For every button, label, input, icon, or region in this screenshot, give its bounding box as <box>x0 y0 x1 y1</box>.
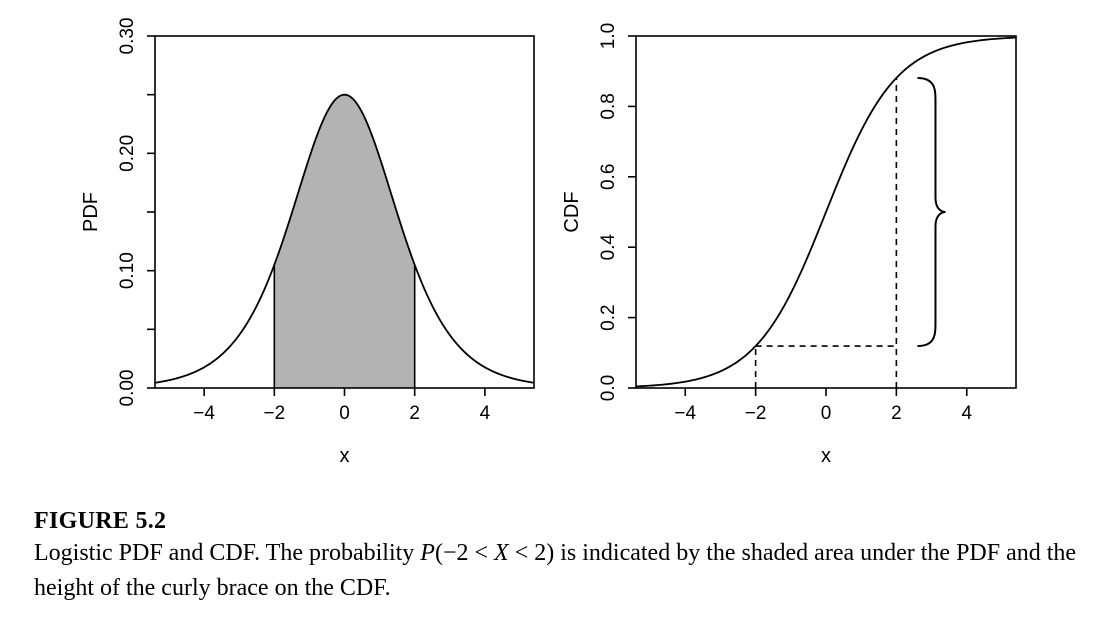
cdf-y-tick-label: 0.2 <box>598 304 619 330</box>
figure-caption-label: FIGURE 5.2 <box>34 508 167 534</box>
pdf-y-tick-label: 0.10 <box>117 252 138 289</box>
pdf-y-axis: 0.00 0.10 0.20 0.30 <box>117 18 155 407</box>
cdf-x-tick-label: −4 <box>674 403 696 424</box>
pdf-y-axis-label: PDF <box>80 192 102 232</box>
pdf-x-tick-label: −4 <box>193 403 215 424</box>
pdf-x-tick-label: 2 <box>409 403 420 424</box>
pdf-y-tick-label: 0.30 <box>117 18 138 55</box>
cdf-y-tick-label: 0.0 <box>598 375 619 401</box>
caption-text-part1: Logistic PDF and CDF. The probability <box>34 540 421 566</box>
cdf-curly-brace <box>917 76 946 348</box>
caption-math-x: X <box>494 540 509 566</box>
caption-math-open: (−2 < <box>434 540 495 566</box>
cdf-x-axis-label: x <box>821 445 831 467</box>
cdf-y-axis: 0.0 0.2 0.4 0.6 0.8 1.0 <box>598 23 636 401</box>
cdf-x-axis: −4 −2 0 2 4 <box>674 388 972 424</box>
cdf-panel: −4 −2 0 2 4 0.0 0.2 0.4 0.6 0.8 1.0 x CDF <box>561 23 1017 467</box>
pdf-x-tick-label: −2 <box>263 403 285 424</box>
caption-text-part2: is indicated by the shaded area under th… <box>34 540 1077 601</box>
pdf-x-axis: −4 −2 0 2 4 <box>193 388 491 424</box>
pdf-x-tick-label: 0 <box>339 403 350 424</box>
pdf-x-axis-label: x <box>340 445 350 467</box>
cdf-x-tick-label: 4 <box>961 403 972 424</box>
pdf-curve <box>154 93 535 384</box>
cdf-y-tick-label: 0.4 <box>598 234 619 261</box>
pdf-y-tick-label: 0.20 <box>117 135 138 172</box>
cdf-y-tick-label: 1.0 <box>598 23 619 49</box>
cdf-y-tick-label: 0.6 <box>598 164 619 190</box>
pdf-shaded-area <box>274 94 415 389</box>
pdf-x-tick-label: 4 <box>480 403 491 424</box>
cdf-x-tick-label: −2 <box>745 403 767 424</box>
figure-caption: FIGURE 5.2 Logistic PDF and CDF. The pro… <box>34 506 1094 606</box>
pdf-panel: −4 −2 0 2 4 0.00 0.10 0.20 0.30 x PDF <box>80 18 535 467</box>
pdf-y-tick-label: 0.00 <box>117 370 138 407</box>
cdf-curve <box>635 36 1017 388</box>
cdf-x-tick-label: 0 <box>821 403 832 424</box>
caption-math-close: < 2) <box>508 540 555 566</box>
cdf-x-tick-label: 2 <box>891 403 902 424</box>
caption-math-p: P <box>420 540 435 566</box>
figure-panels: −4 −2 0 2 4 0.00 0.10 0.20 0.30 x PDF −4 −2 0 2 4 0… <box>80 18 1017 467</box>
figure-caption-text: Logistic PDF and CDF. The probability P(… <box>34 536 1094 606</box>
cdf-y-tick-label: 0.8 <box>598 93 619 119</box>
cdf-y-axis-label: CDF <box>561 191 583 232</box>
